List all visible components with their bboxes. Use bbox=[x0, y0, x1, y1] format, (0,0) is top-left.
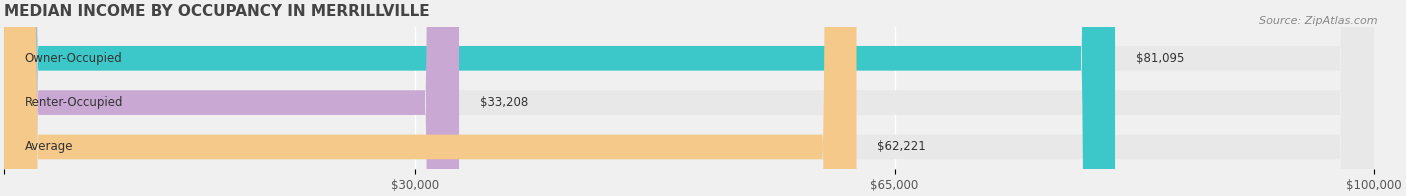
FancyBboxPatch shape bbox=[4, 0, 460, 196]
FancyBboxPatch shape bbox=[4, 0, 1115, 196]
FancyBboxPatch shape bbox=[4, 0, 1374, 196]
FancyBboxPatch shape bbox=[4, 0, 1374, 196]
Text: MEDIAN INCOME BY OCCUPANCY IN MERRILLVILLE: MEDIAN INCOME BY OCCUPANCY IN MERRILLVIL… bbox=[4, 4, 430, 19]
Text: $33,208: $33,208 bbox=[479, 96, 527, 109]
Text: $81,095: $81,095 bbox=[1136, 52, 1184, 65]
Text: Renter-Occupied: Renter-Occupied bbox=[25, 96, 124, 109]
FancyBboxPatch shape bbox=[4, 0, 1374, 196]
Text: Average: Average bbox=[25, 141, 73, 153]
Text: Source: ZipAtlas.com: Source: ZipAtlas.com bbox=[1260, 16, 1378, 26]
Text: Owner-Occupied: Owner-Occupied bbox=[25, 52, 122, 65]
Text: $62,221: $62,221 bbox=[877, 141, 925, 153]
FancyBboxPatch shape bbox=[4, 0, 856, 196]
